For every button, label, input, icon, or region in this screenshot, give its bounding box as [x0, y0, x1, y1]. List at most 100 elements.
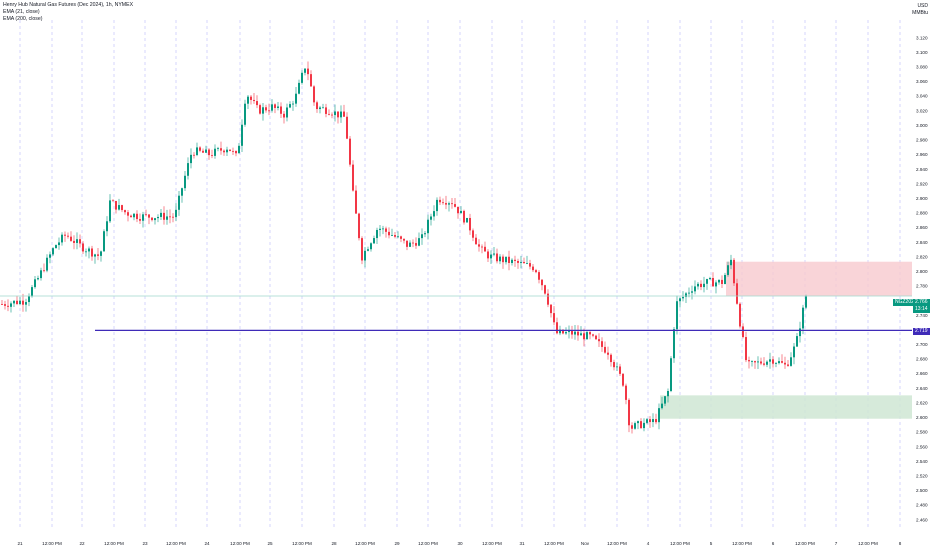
candle: [706, 278, 708, 290]
candle: [595, 334, 597, 341]
candle: [46, 254, 48, 273]
candle: [439, 196, 441, 206]
candle: [34, 276, 36, 289]
candle-body: [529, 263, 531, 267]
candle: [793, 342, 795, 365]
candle: [640, 418, 642, 429]
candle: [61, 232, 63, 246]
candle: [223, 149, 225, 156]
candle-body: [37, 278, 39, 280]
candle-body: [70, 236, 72, 241]
time-axis[interactable]: 21 12:00 PM 22 12:00 PM 23 12:00 PM 24 12:00 PM…: [17, 541, 901, 546]
candle: [139, 213, 141, 225]
candle-body: [775, 363, 777, 364]
candle: [211, 149, 213, 159]
candle-body: [715, 282, 717, 287]
candle-body: [607, 352, 609, 355]
candle: [361, 236, 363, 265]
candle: [751, 360, 753, 367]
symbol-tag: NGZ2024: [893, 299, 919, 306]
y-tick-label: 2.960: [916, 152, 928, 157]
candle: [205, 145, 207, 153]
candle-body: [325, 107, 327, 114]
candle: [226, 146, 228, 157]
candle-body: [553, 313, 555, 323]
candle: [517, 258, 519, 269]
support-zone: [660, 395, 912, 419]
candle-body: [76, 239, 78, 243]
candle: [628, 398, 630, 433]
x-tick-label: 31: [519, 541, 525, 546]
candle-body: [526, 263, 528, 264]
candle: [649, 416, 651, 428]
candle: [619, 363, 621, 377]
y-tick-label: 2.800: [916, 269, 928, 274]
candle: [748, 356, 750, 369]
candle: [724, 272, 726, 285]
y-tick-label: 3.120: [916, 35, 928, 40]
candle-body: [226, 149, 228, 153]
y-tick-label: 2.620: [916, 400, 928, 405]
candle: [421, 228, 423, 245]
candle-body: [1, 304, 3, 305]
candle-body: [799, 328, 801, 337]
candle: [646, 417, 648, 425]
candle: [673, 326, 675, 363]
candle-body: [535, 270, 537, 273]
candle-body: [547, 293, 549, 305]
currency-label[interactable]: USD: [917, 3, 928, 9]
y-tick-label: 2.660: [916, 371, 928, 376]
candle-body: [562, 329, 564, 334]
candle-body: [610, 354, 612, 363]
candle-body: [640, 421, 642, 429]
candle: [394, 231, 396, 239]
candle-body: [295, 93, 297, 104]
candle: [22, 293, 24, 312]
symbol-title[interactable]: Henry Hub Natural Gas Futures (Dec 2024)…: [3, 2, 134, 8]
candle: [328, 109, 330, 116]
candle: [97, 247, 99, 261]
candle: [157, 214, 159, 223]
candle-body: [175, 209, 177, 218]
candle-body: [406, 240, 408, 247]
candle: [166, 209, 168, 225]
candle: [109, 194, 111, 223]
candle: [103, 229, 105, 252]
candle: [121, 204, 123, 213]
candle-body: [676, 301, 678, 330]
y-tick-label: 2.900: [916, 196, 928, 201]
ema21-label[interactable]: EMA (21, close): [3, 9, 40, 15]
candle-body: [244, 103, 246, 125]
candle: [550, 304, 552, 318]
candle: [448, 201, 450, 212]
candle: [745, 331, 747, 363]
candle: [694, 280, 696, 295]
candle: [262, 102, 264, 121]
candle: [352, 160, 354, 192]
candle-body: [502, 256, 504, 263]
price-axis[interactable]: 3.120 3.100 3.080 3.060 3.040 3.020 3.000 2.980…: [916, 35, 928, 522]
candle-body: [277, 106, 279, 108]
candle-body: [361, 238, 363, 261]
candle-body: [4, 304, 6, 306]
candle-body: [661, 403, 663, 409]
candle-body: [592, 334, 594, 336]
ema200-label[interactable]: EMA (200, close): [3, 16, 43, 22]
candle: [325, 103, 327, 118]
candle-body: [736, 283, 738, 304]
candle: [721, 275, 723, 288]
candle: [460, 206, 462, 214]
x-tick-label: 30: [457, 541, 463, 546]
y-tick-label: 2.600: [916, 415, 928, 420]
candle: [736, 278, 738, 305]
candle: [700, 280, 702, 291]
candle-body: [628, 399, 630, 426]
candle-body: [172, 216, 174, 218]
candle: [796, 332, 798, 348]
candle-body: [136, 213, 138, 220]
candle: [574, 325, 576, 340]
candle: [406, 240, 408, 251]
candle-body: [61, 234, 63, 243]
candle: [622, 373, 624, 387]
